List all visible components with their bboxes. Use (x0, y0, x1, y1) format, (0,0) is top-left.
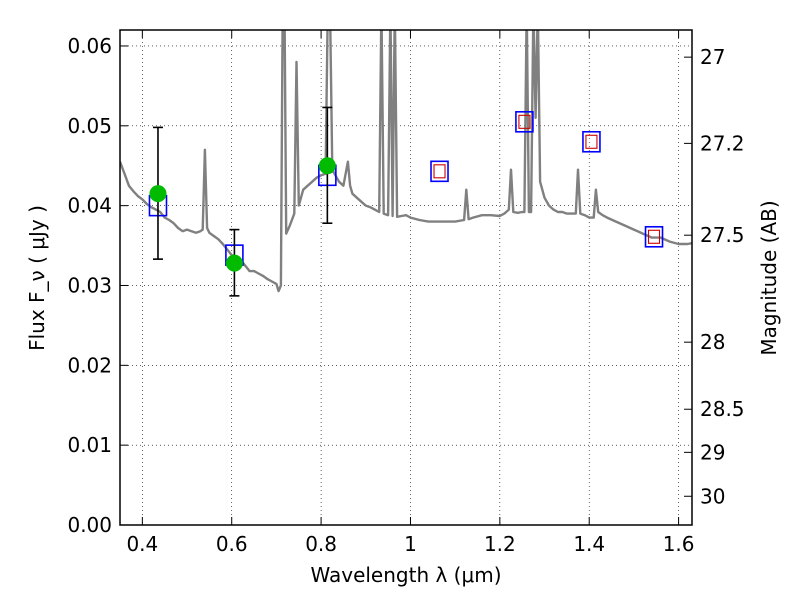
model-photometry-inner (518, 114, 531, 129)
y-tick-label: 0.06 (67, 34, 112, 58)
model-photometry-inner (433, 164, 446, 179)
model-photometry-box (644, 225, 664, 248)
model-photometry-box (515, 111, 534, 133)
x-tick-label: 0.6 (216, 532, 248, 556)
x-axis-ticks: 0.4 0.6 0.8 1 1.2 1.4 1.6 (126, 30, 695, 556)
model-photometry-box (430, 160, 449, 183)
x-axis-label: Wavelength λ (μm) (310, 563, 501, 587)
observed-photometry-point (149, 185, 167, 203)
x-tick-label: 1.4 (573, 532, 605, 556)
y-axis-label: Flux F_ν ( μJy ) (25, 205, 49, 351)
observed-photometry-point (225, 254, 243, 272)
right-tick-label: 27.2 (700, 131, 745, 155)
y-tick-label: 0.04 (67, 194, 112, 218)
model-photometry-inner (647, 229, 661, 244)
plot-frame (119, 29, 693, 526)
x-tick-label: 1.2 (484, 532, 516, 556)
x-tick-label: 1 (404, 532, 417, 556)
x-tick-label: 1.6 (663, 532, 695, 556)
right-tick-label: 27.5 (700, 223, 745, 247)
right-tick-label: 30 (700, 484, 725, 508)
right-tick-label: 28 (700, 330, 725, 354)
y-tick-label: 0.05 (67, 114, 112, 138)
right-axis-ticks: 27 27.2 27.5 28 28.5 29 30 (684, 45, 745, 508)
right-tick-label: 28.5 (700, 397, 745, 421)
y-tick-label: 0.02 (67, 353, 112, 377)
right-tick-label: 29 (700, 440, 725, 464)
model-photometry-inner (585, 134, 598, 149)
x-tick-label: 0.4 (126, 532, 158, 556)
y-tick-label: 0.03 (67, 273, 112, 297)
plot-area (120, 30, 692, 297)
y-axis-ticks: 0.00 0.01 0.02 0.03 0.04 0.05 0.06 (67, 34, 128, 537)
right-axis-label: Magnitude (AB) (757, 200, 781, 355)
y-tick-label: 0.00 (67, 513, 112, 537)
model-spectrum-line (120, 30, 692, 293)
right-tick-label: 27 (700, 45, 725, 69)
x-tick-label: 0.8 (305, 532, 337, 556)
y-tick-label: 0.01 (67, 433, 112, 457)
model-photometry-box (582, 130, 601, 153)
observed-photometry-point (318, 157, 336, 175)
